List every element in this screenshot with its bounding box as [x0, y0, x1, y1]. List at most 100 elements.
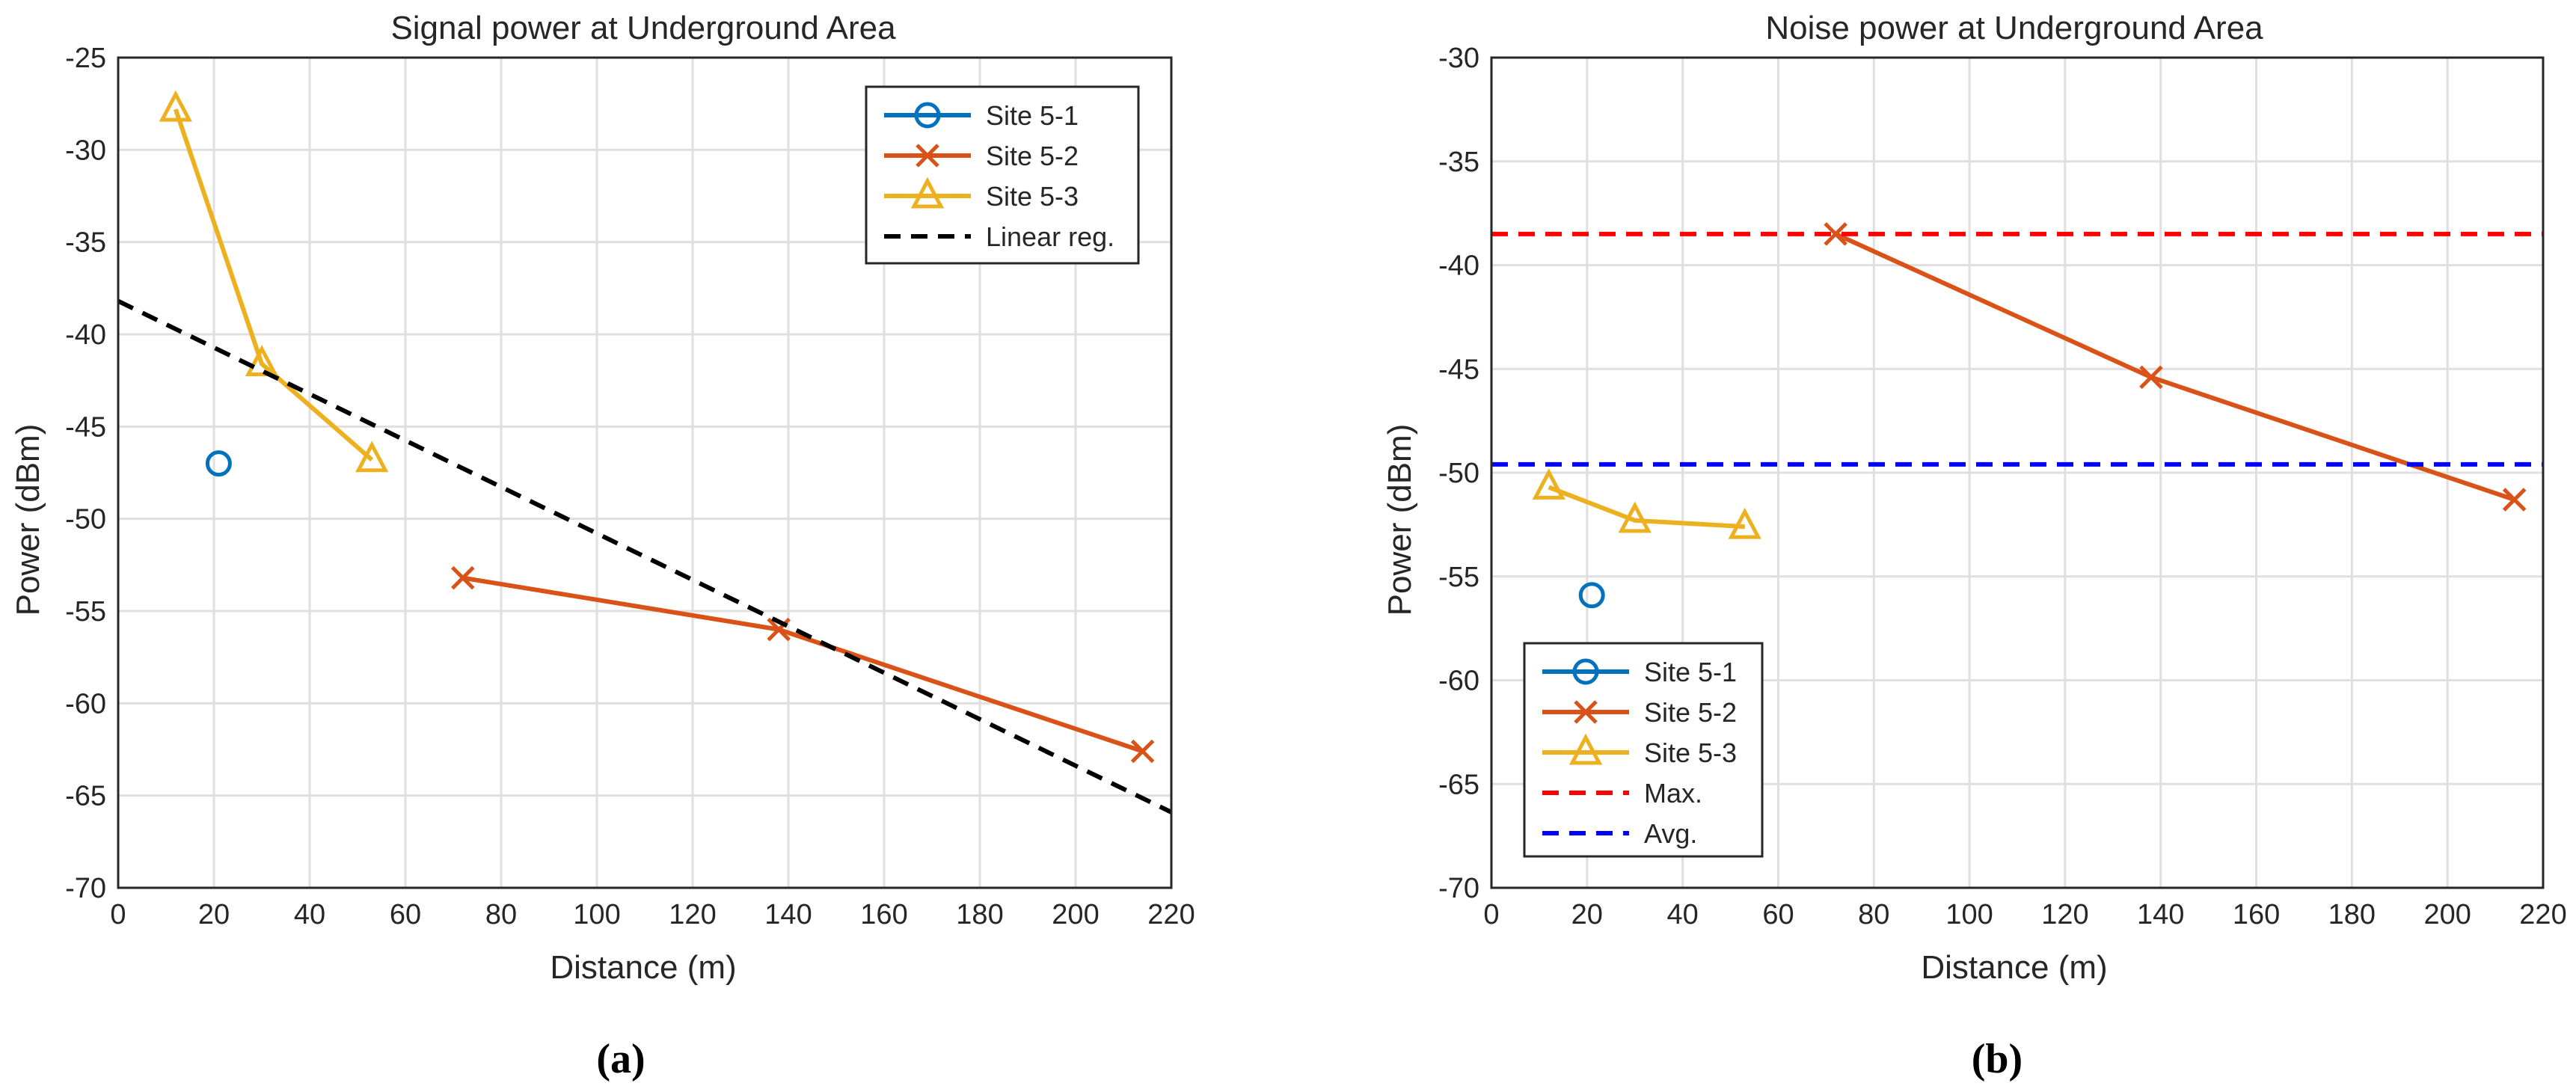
y-tick-label: -45	[1438, 354, 1479, 385]
x-axis-label: Distance (m)	[550, 949, 736, 986]
y-tick-label: -45	[65, 411, 106, 443]
series-site-5-2	[451, 565, 1155, 764]
series-site-5-2	[1824, 222, 2527, 512]
series-line	[1548, 485, 1745, 530]
data-point	[355, 441, 389, 473]
tick-labels: 0 20 40 60 80 100 120 140 160 180 200 220 -70 -65 -60 -…	[65, 43, 1195, 930]
legend-label: Site 5-3	[986, 181, 1079, 212]
x-tick-label: 60	[1762, 899, 1794, 930]
x-tick-label: 140	[764, 899, 812, 930]
y-tick-label: -40	[65, 319, 106, 351]
y-axis-label: Power (dBm)	[10, 424, 46, 616]
series-linear-reg	[117, 298, 1173, 815]
legend-item-max: Max.	[1542, 778, 1702, 809]
y-tick-label: -70	[1438, 873, 1479, 904]
series-line	[173, 108, 374, 461]
x-tick-label: 180	[956, 899, 1003, 930]
x-tick-label: 20	[198, 899, 230, 930]
legend-label: Site 5-2	[986, 141, 1079, 171]
data-point	[1532, 468, 1565, 500]
legend-item-site-5-1: Site 5-1	[1542, 657, 1737, 687]
legend-label: Site 5-1	[1644, 657, 1737, 687]
legend-label: Site 5-3	[1644, 737, 1737, 768]
legend-item-site-5-3: Site 5-3	[884, 177, 1079, 212]
series-group	[117, 90, 1173, 815]
series-line	[117, 298, 1173, 815]
data-point	[1130, 739, 1155, 764]
chart-title: Signal power at Underground Area	[390, 10, 896, 46]
y-tick-label: -50	[1438, 458, 1479, 489]
y-tick-label: -35	[1438, 147, 1479, 178]
legend-item-site-5-2: Site 5-2	[1542, 697, 1737, 728]
legend: Site 5-1 Site 5-2 Site 5-3 Max. Avg.	[1523, 642, 1764, 858]
x-tick-label: 80	[1858, 899, 1889, 930]
legend-item-site-5-3: Site 5-3	[1542, 733, 1737, 768]
legend-marker	[910, 177, 945, 209]
x-tick-label: 0	[1483, 899, 1499, 930]
x-tick-label: 100	[1945, 899, 1993, 930]
noise-power-panel: Noise power at Underground Area 0 20 40 60 8…	[1381, 10, 2567, 1082]
series-site-5-1	[205, 450, 232, 477]
legend-marker	[1574, 700, 1598, 724]
x-tick-label: 200	[2423, 899, 2471, 930]
x-tick-label: 160	[2233, 899, 2280, 930]
legend-label: Site 5-1	[986, 100, 1079, 131]
chart-title: Noise power at Underground Area	[1765, 10, 2263, 46]
y-tick-label: -25	[65, 43, 106, 74]
legend-item-linear-reg: Linear reg.	[884, 221, 1114, 252]
data-point	[2139, 365, 2163, 390]
x-tick-label: 0	[110, 899, 126, 930]
x-tick-label: 220	[2519, 899, 2566, 930]
data-point	[245, 345, 279, 376]
x-tick-label: 40	[294, 899, 325, 930]
legend-box	[1523, 642, 1764, 858]
series-site-5-3	[159, 90, 389, 473]
y-tick-label: -70	[65, 873, 106, 904]
legend-marker	[1568, 733, 1603, 765]
legend-marker	[916, 144, 939, 168]
x-tick-label: 220	[1147, 899, 1195, 930]
y-tick-label: -60	[1438, 666, 1479, 697]
plot-frame	[1490, 56, 2545, 889]
y-tick-label: -60	[65, 688, 106, 720]
x-axis-label: Distance (m)	[1921, 949, 2107, 986]
y-tick-label: -30	[65, 135, 106, 166]
x-tick-label: 120	[669, 899, 716, 930]
legend-label: Max.	[1644, 778, 1702, 809]
legend-item-site-5-2: Site 5-2	[884, 141, 1079, 171]
data-point	[1824, 222, 1847, 246]
y-tick-label: -65	[1438, 769, 1479, 800]
y-axis-label: Power (dBm)	[1381, 424, 1418, 616]
legend-label: Linear reg.	[986, 221, 1114, 252]
y-tick-label: -40	[1438, 251, 1479, 282]
x-tick-label: 140	[2137, 899, 2184, 930]
y-tick-label: -55	[65, 596, 106, 628]
data-point	[159, 90, 192, 122]
x-tick-label: 100	[573, 899, 620, 930]
data-point	[1578, 582, 1605, 609]
plot-frame	[117, 56, 1173, 889]
x-tick-label: 120	[2041, 899, 2088, 930]
signal-power-panel: Signal power at Underground Area 0 20 40 60…	[10, 10, 1195, 1082]
y-tick-label: -30	[1438, 43, 1479, 74]
series-site-5-1	[1578, 582, 1605, 609]
legend-marker	[914, 102, 941, 129]
x-tick-label: 80	[485, 899, 517, 930]
legend-label: Avg.	[1644, 818, 1697, 849]
panel-caption: (a)	[596, 1036, 645, 1082]
series-site-5-3	[1532, 468, 1761, 539]
y-tick-label: -50	[65, 504, 106, 536]
data-point	[205, 450, 232, 477]
tick-labels: 0 20 40 60 80 100 120 140 160 180 200 220 -70 -65 -60 -…	[1438, 43, 2567, 930]
data-point	[767, 617, 791, 642]
y-tick-label: -35	[65, 227, 106, 259]
legend: Site 5-1 Site 5-2 Site 5-3 Linear reg.	[865, 85, 1140, 265]
legend-marker	[1572, 658, 1599, 685]
legend-label: Site 5-2	[1644, 697, 1737, 728]
x-tick-label: 60	[390, 899, 421, 930]
data-point	[1618, 501, 1652, 533]
x-tick-label: 200	[1052, 899, 1099, 930]
legend-item-site-5-1: Site 5-1	[884, 100, 1079, 131]
